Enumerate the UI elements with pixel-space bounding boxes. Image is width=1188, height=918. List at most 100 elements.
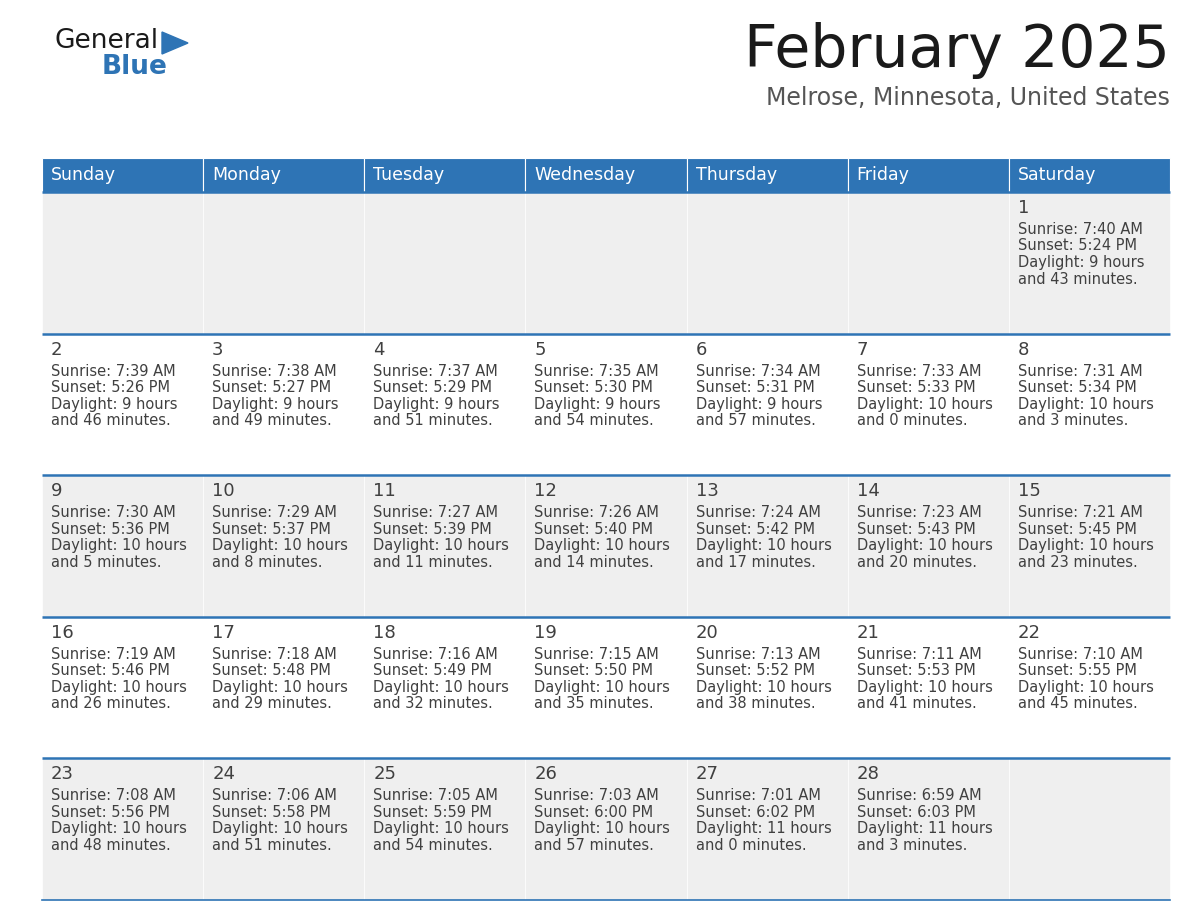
Text: Sunset: 6:00 PM: Sunset: 6:00 PM bbox=[535, 805, 653, 820]
Bar bbox=[525, 192, 687, 333]
Text: 26: 26 bbox=[535, 766, 557, 783]
Text: and 45 minutes.: and 45 minutes. bbox=[1018, 696, 1138, 711]
Text: Sunset: 5:37 PM: Sunset: 5:37 PM bbox=[213, 521, 331, 537]
Text: 27: 27 bbox=[695, 766, 719, 783]
Text: Sunset: 5:29 PM: Sunset: 5:29 PM bbox=[373, 380, 492, 395]
Text: 17: 17 bbox=[213, 624, 235, 642]
Text: General: General bbox=[53, 28, 158, 54]
Text: and 51 minutes.: and 51 minutes. bbox=[373, 413, 493, 428]
Text: 2: 2 bbox=[51, 341, 63, 359]
Text: Sunrise: 7:35 AM: Sunrise: 7:35 AM bbox=[535, 364, 659, 378]
Text: Sunset: 6:03 PM: Sunset: 6:03 PM bbox=[857, 805, 975, 820]
Text: Wednesday: Wednesday bbox=[535, 166, 636, 184]
Text: Sunset: 5:33 PM: Sunset: 5:33 PM bbox=[857, 380, 975, 395]
Bar bbox=[1009, 758, 1170, 900]
Text: 11: 11 bbox=[373, 482, 396, 500]
Text: Sunrise: 7:30 AM: Sunrise: 7:30 AM bbox=[51, 505, 176, 521]
Text: and 38 minutes.: and 38 minutes. bbox=[695, 696, 815, 711]
Bar bbox=[203, 192, 365, 333]
Text: Sunrise: 7:10 AM: Sunrise: 7:10 AM bbox=[1018, 647, 1143, 662]
Text: and 54 minutes.: and 54 minutes. bbox=[373, 838, 493, 853]
Text: Sunrise: 7:33 AM: Sunrise: 7:33 AM bbox=[857, 364, 981, 378]
Text: 25: 25 bbox=[373, 766, 397, 783]
Text: and 54 minutes.: and 54 minutes. bbox=[535, 413, 655, 428]
Text: and 14 minutes.: and 14 minutes. bbox=[535, 554, 655, 570]
Text: Sunrise: 7:15 AM: Sunrise: 7:15 AM bbox=[535, 647, 659, 662]
Text: Sunrise: 7:31 AM: Sunrise: 7:31 AM bbox=[1018, 364, 1143, 378]
Text: Daylight: 10 hours: Daylight: 10 hours bbox=[1018, 680, 1154, 695]
Text: Sunset: 5:39 PM: Sunset: 5:39 PM bbox=[373, 521, 492, 537]
Text: Sunrise: 7:27 AM: Sunrise: 7:27 AM bbox=[373, 505, 498, 521]
Text: Melrose, Minnesota, United States: Melrose, Minnesota, United States bbox=[766, 86, 1170, 110]
Text: 21: 21 bbox=[857, 624, 879, 642]
Text: and 0 minutes.: and 0 minutes. bbox=[857, 413, 967, 428]
Text: Daylight: 11 hours: Daylight: 11 hours bbox=[695, 822, 832, 836]
Text: 23: 23 bbox=[51, 766, 74, 783]
Text: Sunrise: 7:21 AM: Sunrise: 7:21 AM bbox=[1018, 505, 1143, 521]
Bar bbox=[365, 617, 525, 758]
Text: and 23 minutes.: and 23 minutes. bbox=[1018, 554, 1138, 570]
Text: 1: 1 bbox=[1018, 199, 1029, 217]
Text: 22: 22 bbox=[1018, 624, 1041, 642]
Text: 14: 14 bbox=[857, 482, 879, 500]
Text: Sunrise: 7:24 AM: Sunrise: 7:24 AM bbox=[695, 505, 821, 521]
Bar bbox=[525, 617, 687, 758]
Bar bbox=[365, 758, 525, 900]
Text: and 51 minutes.: and 51 minutes. bbox=[213, 838, 331, 853]
Text: Sunrise: 7:38 AM: Sunrise: 7:38 AM bbox=[213, 364, 336, 378]
Text: 24: 24 bbox=[213, 766, 235, 783]
Bar bbox=[1009, 333, 1170, 476]
Text: Daylight: 10 hours: Daylight: 10 hours bbox=[373, 538, 510, 554]
Text: 12: 12 bbox=[535, 482, 557, 500]
Text: 28: 28 bbox=[857, 766, 879, 783]
Bar bbox=[1009, 476, 1170, 617]
Bar bbox=[365, 192, 525, 333]
Text: Saturday: Saturday bbox=[1018, 166, 1097, 184]
Text: Daylight: 10 hours: Daylight: 10 hours bbox=[857, 538, 993, 554]
Text: Daylight: 9 hours: Daylight: 9 hours bbox=[51, 397, 177, 411]
Bar bbox=[848, 758, 1009, 900]
Text: Sunset: 5:53 PM: Sunset: 5:53 PM bbox=[857, 664, 975, 678]
Text: Daylight: 10 hours: Daylight: 10 hours bbox=[51, 680, 187, 695]
Bar bbox=[1009, 158, 1170, 192]
Text: Sunset: 5:58 PM: Sunset: 5:58 PM bbox=[213, 805, 331, 820]
Text: Daylight: 9 hours: Daylight: 9 hours bbox=[1018, 255, 1144, 270]
Bar bbox=[42, 192, 203, 333]
Text: Sunset: 5:56 PM: Sunset: 5:56 PM bbox=[51, 805, 170, 820]
Text: Sunrise: 7:08 AM: Sunrise: 7:08 AM bbox=[51, 789, 176, 803]
Text: 16: 16 bbox=[51, 624, 74, 642]
Text: Daylight: 10 hours: Daylight: 10 hours bbox=[213, 538, 348, 554]
Bar bbox=[42, 476, 203, 617]
Text: 10: 10 bbox=[213, 482, 235, 500]
Bar bbox=[42, 158, 203, 192]
Text: Sunrise: 7:16 AM: Sunrise: 7:16 AM bbox=[373, 647, 498, 662]
Text: Sunrise: 7:19 AM: Sunrise: 7:19 AM bbox=[51, 647, 176, 662]
Text: and 5 minutes.: and 5 minutes. bbox=[51, 554, 162, 570]
Bar bbox=[365, 158, 525, 192]
Text: Sunset: 5:55 PM: Sunset: 5:55 PM bbox=[1018, 664, 1137, 678]
Text: Sunset: 5:34 PM: Sunset: 5:34 PM bbox=[1018, 380, 1137, 395]
Text: 15: 15 bbox=[1018, 482, 1041, 500]
Text: 20: 20 bbox=[695, 624, 719, 642]
Text: and 49 minutes.: and 49 minutes. bbox=[213, 413, 331, 428]
Text: Sunrise: 7:39 AM: Sunrise: 7:39 AM bbox=[51, 364, 176, 378]
Text: 3: 3 bbox=[213, 341, 223, 359]
Bar bbox=[365, 476, 525, 617]
Text: Sunrise: 7:05 AM: Sunrise: 7:05 AM bbox=[373, 789, 498, 803]
Text: and 57 minutes.: and 57 minutes. bbox=[695, 413, 815, 428]
Text: Daylight: 10 hours: Daylight: 10 hours bbox=[1018, 397, 1154, 411]
Text: Sunset: 5:36 PM: Sunset: 5:36 PM bbox=[51, 521, 170, 537]
Text: Daylight: 10 hours: Daylight: 10 hours bbox=[1018, 538, 1154, 554]
Bar bbox=[848, 333, 1009, 476]
Text: Daylight: 9 hours: Daylight: 9 hours bbox=[373, 397, 500, 411]
Text: Daylight: 10 hours: Daylight: 10 hours bbox=[695, 680, 832, 695]
Text: Daylight: 10 hours: Daylight: 10 hours bbox=[535, 680, 670, 695]
Text: 4: 4 bbox=[373, 341, 385, 359]
Bar bbox=[687, 158, 848, 192]
Bar bbox=[687, 333, 848, 476]
Text: and 35 minutes.: and 35 minutes. bbox=[535, 696, 655, 711]
Bar bbox=[365, 333, 525, 476]
Text: Sunrise: 7:18 AM: Sunrise: 7:18 AM bbox=[213, 647, 337, 662]
Text: Sunset: 5:24 PM: Sunset: 5:24 PM bbox=[1018, 239, 1137, 253]
Bar bbox=[1009, 617, 1170, 758]
